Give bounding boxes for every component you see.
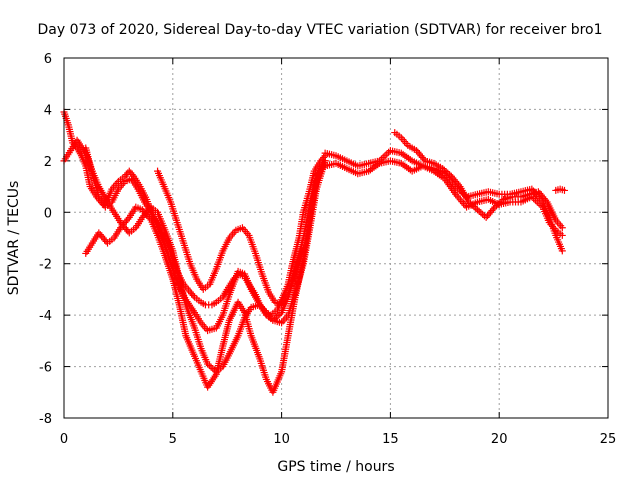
x-tick-label: 20	[491, 432, 508, 447]
data-point	[560, 186, 568, 194]
data-point	[456, 196, 464, 204]
data-point	[381, 152, 389, 160]
data-point	[558, 224, 566, 232]
data-point	[477, 209, 485, 217]
data-point	[542, 196, 550, 204]
y-axis-label: SDTVAR / TECUs	[6, 181, 22, 296]
y-tick-label: -8	[39, 412, 52, 427]
chart-title: Day 073 of 2020, Sidereal Day-to-day VTE…	[37, 22, 602, 38]
y-tick-label: 6	[44, 52, 52, 67]
plot-frame	[63, 57, 609, 419]
data-point	[455, 194, 463, 202]
axes: 0 5 10 15 20 25 -8 -6 -4 -2 0 2 4 6	[39, 52, 616, 447]
x-tick-label: 0	[60, 432, 68, 447]
data-point	[207, 363, 215, 371]
data-point	[558, 247, 566, 255]
data-point	[558, 231, 566, 239]
data-point	[489, 205, 497, 213]
y-tick-label: 0	[44, 206, 52, 221]
data-point	[455, 181, 463, 189]
data-point	[299, 244, 307, 252]
data-point	[458, 198, 466, 206]
data-marks	[60, 108, 568, 396]
x-tick-label: 10	[273, 432, 290, 447]
x-axis-label: GPS time / hours	[277, 459, 394, 475]
data-point	[128, 171, 136, 179]
data-point	[189, 291, 197, 299]
data-point	[385, 148, 393, 156]
x-tick-label: 5	[169, 432, 177, 447]
x-tick-label: 25	[600, 432, 617, 447]
data-point	[420, 155, 428, 163]
grid	[64, 58, 608, 418]
x-tick-label: 15	[382, 432, 399, 447]
data-point	[124, 215, 132, 223]
y-tick-label: -2	[39, 258, 52, 273]
data-point	[475, 207, 483, 215]
y-tick-label: -6	[39, 361, 52, 376]
y-tick-label: 2	[44, 155, 52, 170]
y-tick-label: -4	[39, 309, 52, 324]
y-tick-label: 4	[44, 103, 52, 118]
